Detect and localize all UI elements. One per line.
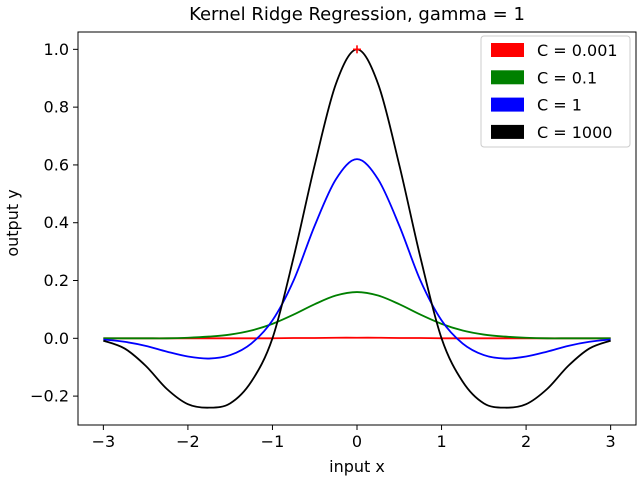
y-axis-label: output y <box>3 189 22 256</box>
legend-label: C = 1000 <box>537 123 612 142</box>
legend-swatch <box>491 97 524 112</box>
legend-swatch <box>491 70 524 85</box>
x-tick-label: 1 <box>436 432 446 451</box>
plus-marker <box>353 45 361 54</box>
x-tick-label: 2 <box>521 432 531 451</box>
legend-swatch <box>491 124 524 139</box>
legend-label: C = 0.1 <box>537 68 597 87</box>
y-tick-label: 0.2 <box>44 271 69 290</box>
x-tick-label: −2 <box>176 432 200 451</box>
y-tick-label: −0.2 <box>30 387 69 406</box>
legend-label: C = 1 <box>537 96 582 115</box>
x-tick-label: −3 <box>92 432 116 451</box>
series-line-3 <box>103 158 611 360</box>
y-tick-label: 0.8 <box>44 98 69 117</box>
plot-area: −3 −2 −1 0 1 2 3 −0.2 0.0 0.2 0.4 0.6 0.8 1.0 <box>30 31 637 451</box>
legend-box <box>480 35 631 148</box>
x-tick-label: 3 <box>606 432 616 451</box>
chart-title: Kernel Ridge Regression, gamma = 1 <box>189 4 525 25</box>
y-tick-label: 1.0 <box>44 40 69 59</box>
legend-label: C = 0.001 <box>537 41 618 60</box>
legend-swatch <box>491 43 524 57</box>
x-tick-label: 0 <box>352 432 362 451</box>
legend: C = 0.001 C = 0.1 C = 1 C = 1000 <box>480 35 631 148</box>
y-tick-label: 0.4 <box>44 213 69 232</box>
y-tick-label: 0.0 <box>44 329 69 348</box>
series-line-2 <box>103 291 611 340</box>
y-tick-label: 0.6 <box>44 155 69 174</box>
x-axis-label: input x <box>329 457 385 476</box>
x-tick-label: −1 <box>261 432 285 451</box>
